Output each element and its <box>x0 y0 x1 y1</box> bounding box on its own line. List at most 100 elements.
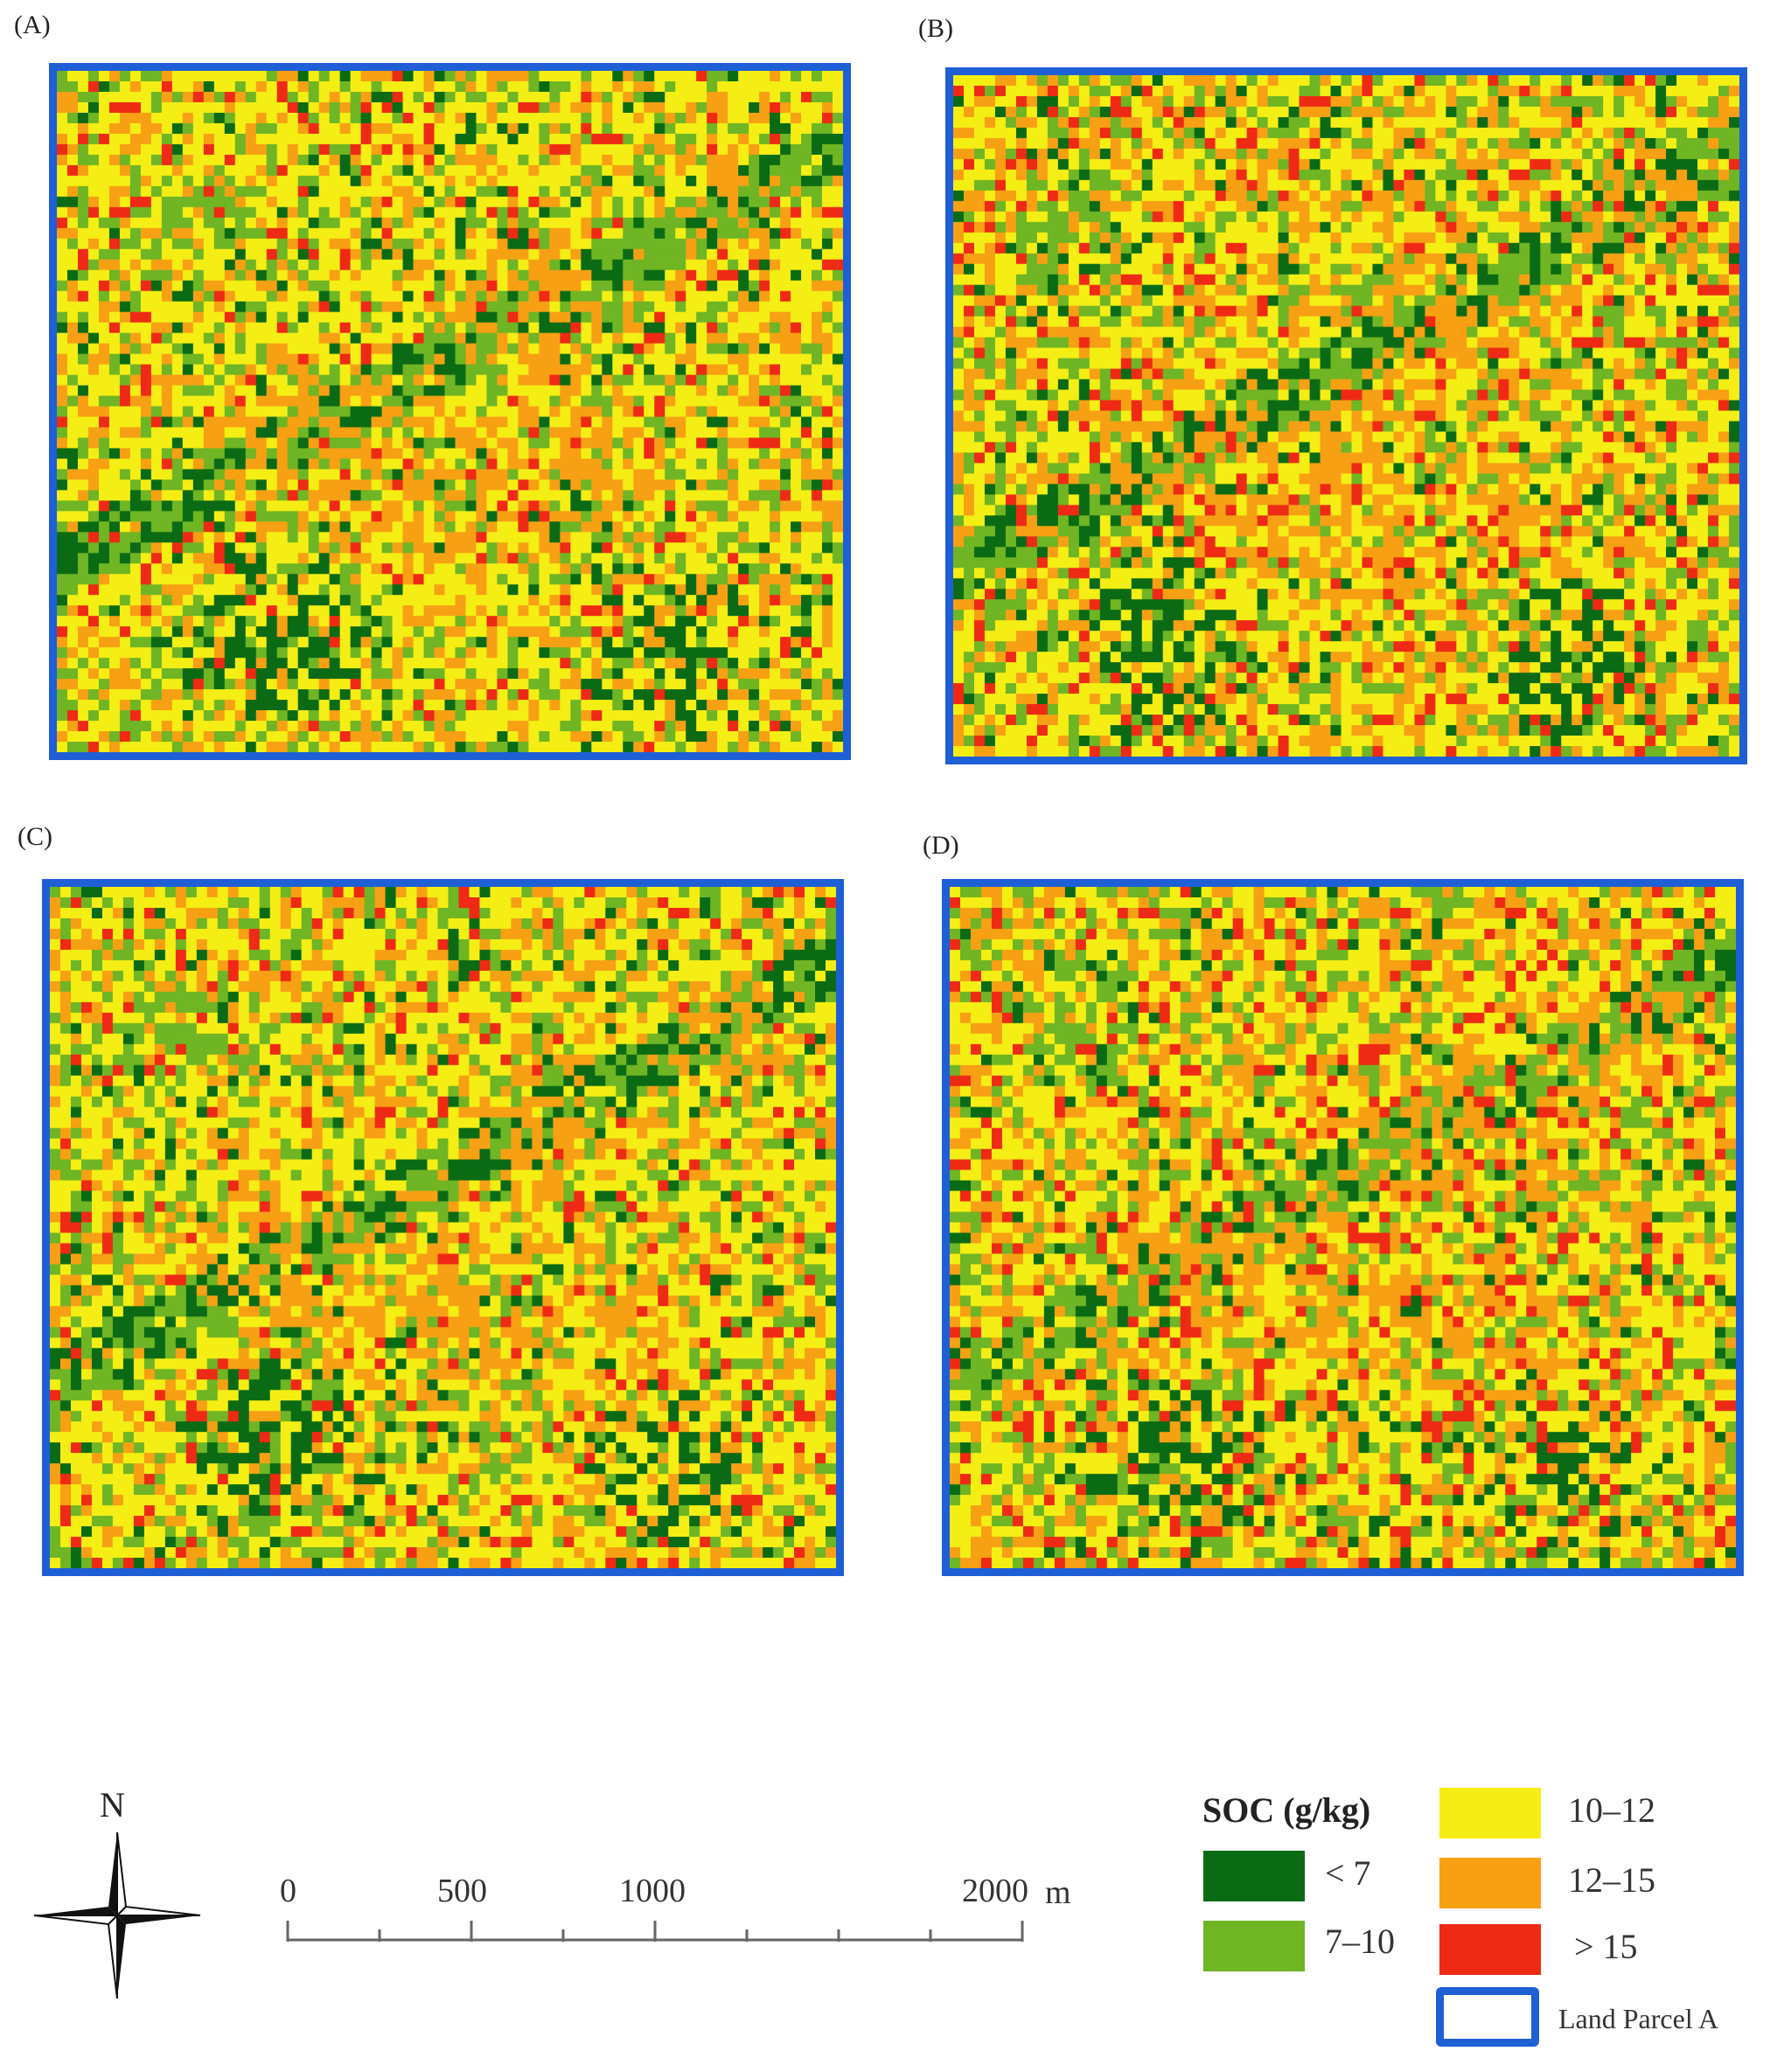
soc-cell <box>297 143 310 156</box>
soc-cell <box>434 521 446 533</box>
soc-cell <box>1215 85 1227 97</box>
soc-cell <box>539 332 550 345</box>
soc-cell <box>402 448 415 459</box>
soc-cell <box>224 668 236 680</box>
soc-cell <box>770 647 781 659</box>
soc-cell <box>182 332 194 345</box>
soc-cell <box>696 626 707 638</box>
soc-cell <box>455 490 466 501</box>
soc-cell <box>465 595 477 606</box>
soc-cell <box>717 133 728 145</box>
soc-cell <box>318 343 331 355</box>
soc-cell <box>780 521 791 533</box>
soc-cell <box>507 122 519 135</box>
soc-cell <box>801 112 812 124</box>
soc-cell <box>833 626 843 638</box>
soc-cell <box>812 227 823 240</box>
soc-cell <box>602 679 613 690</box>
soc-cell <box>549 332 561 345</box>
soc-cell <box>213 269 226 282</box>
soc-cell <box>119 616 131 627</box>
soc-cell <box>612 511 624 522</box>
soc-cell <box>87 269 100 282</box>
soc-cell <box>182 479 194 491</box>
soc-cell <box>234 500 247 512</box>
soc-cell <box>213 217 226 229</box>
soc-cell <box>581 458 592 470</box>
soc-cell <box>318 164 331 177</box>
soc-cell <box>297 175 310 187</box>
soc-cell <box>276 448 289 459</box>
soc-cell <box>749 71 760 82</box>
soc-cell <box>318 721 331 732</box>
soc-cell <box>203 259 215 271</box>
soc-cell <box>591 500 603 512</box>
soc-cell <box>749 637 760 648</box>
soc-cell <box>297 154 310 166</box>
soc-cell <box>129 143 142 156</box>
soc-cell <box>318 605 331 617</box>
soc-cell <box>822 469 833 480</box>
soc-cell <box>560 301 571 313</box>
soc-cell <box>108 143 121 156</box>
soc-cell <box>245 679 257 690</box>
soc-cell <box>770 175 781 187</box>
soc-cell <box>738 563 749 575</box>
soc-cell <box>87 511 100 522</box>
soc-cell <box>255 259 268 271</box>
soc-cell <box>402 710 415 722</box>
soc-cell <box>234 133 247 145</box>
soc-cell <box>129 742 142 752</box>
soc-cell <box>203 227 215 240</box>
soc-cell <box>108 164 121 177</box>
soc-cell <box>791 595 802 606</box>
soc-cell <box>224 427 236 438</box>
soc-cell <box>192 521 205 533</box>
soc-cell <box>665 553 676 564</box>
soc-cell <box>770 395 781 408</box>
soc-cell <box>192 101 205 114</box>
soc-cell <box>675 668 686 680</box>
soc-cell <box>77 385 89 397</box>
soc-cell <box>780 259 791 271</box>
soc-cell <box>759 196 770 208</box>
soc-cell <box>675 185 686 198</box>
soc-cell <box>161 122 173 135</box>
soc-cell <box>812 133 823 145</box>
soc-cell <box>476 269 487 282</box>
soc-cell <box>413 196 425 208</box>
soc-cell <box>87 605 100 617</box>
soc-cell <box>444 668 456 680</box>
soc-cell <box>66 322 79 334</box>
soc-cell <box>570 133 582 145</box>
soc-cell <box>255 647 268 659</box>
soc-cell <box>287 479 299 491</box>
soc-cell <box>602 395 613 408</box>
soc-cell <box>497 553 508 564</box>
soc-cell <box>822 269 833 282</box>
soc-cell <box>549 71 561 82</box>
soc-cell <box>560 658 571 669</box>
soc-cell <box>665 458 676 470</box>
soc-cell <box>87 385 100 397</box>
soc-cell <box>707 521 718 533</box>
soc-cell <box>350 101 362 114</box>
soc-cell <box>224 458 236 470</box>
soc-cell <box>560 731 571 743</box>
soc-cell <box>560 80 571 93</box>
soc-cell <box>686 364 697 376</box>
soc-cell <box>423 185 436 198</box>
soc-cell <box>528 427 540 438</box>
soc-cell <box>560 259 571 271</box>
soc-cell <box>255 175 268 187</box>
soc-cell <box>497 469 508 480</box>
soc-cell <box>560 395 571 408</box>
soc-cell <box>749 175 760 187</box>
soc-cell <box>591 374 603 387</box>
soc-cell <box>1246 75 1258 87</box>
soc-cell <box>308 322 320 334</box>
soc-cell <box>150 301 163 313</box>
soc-cell <box>444 206 456 219</box>
soc-cell <box>371 479 383 491</box>
soc-cell <box>686 217 697 229</box>
